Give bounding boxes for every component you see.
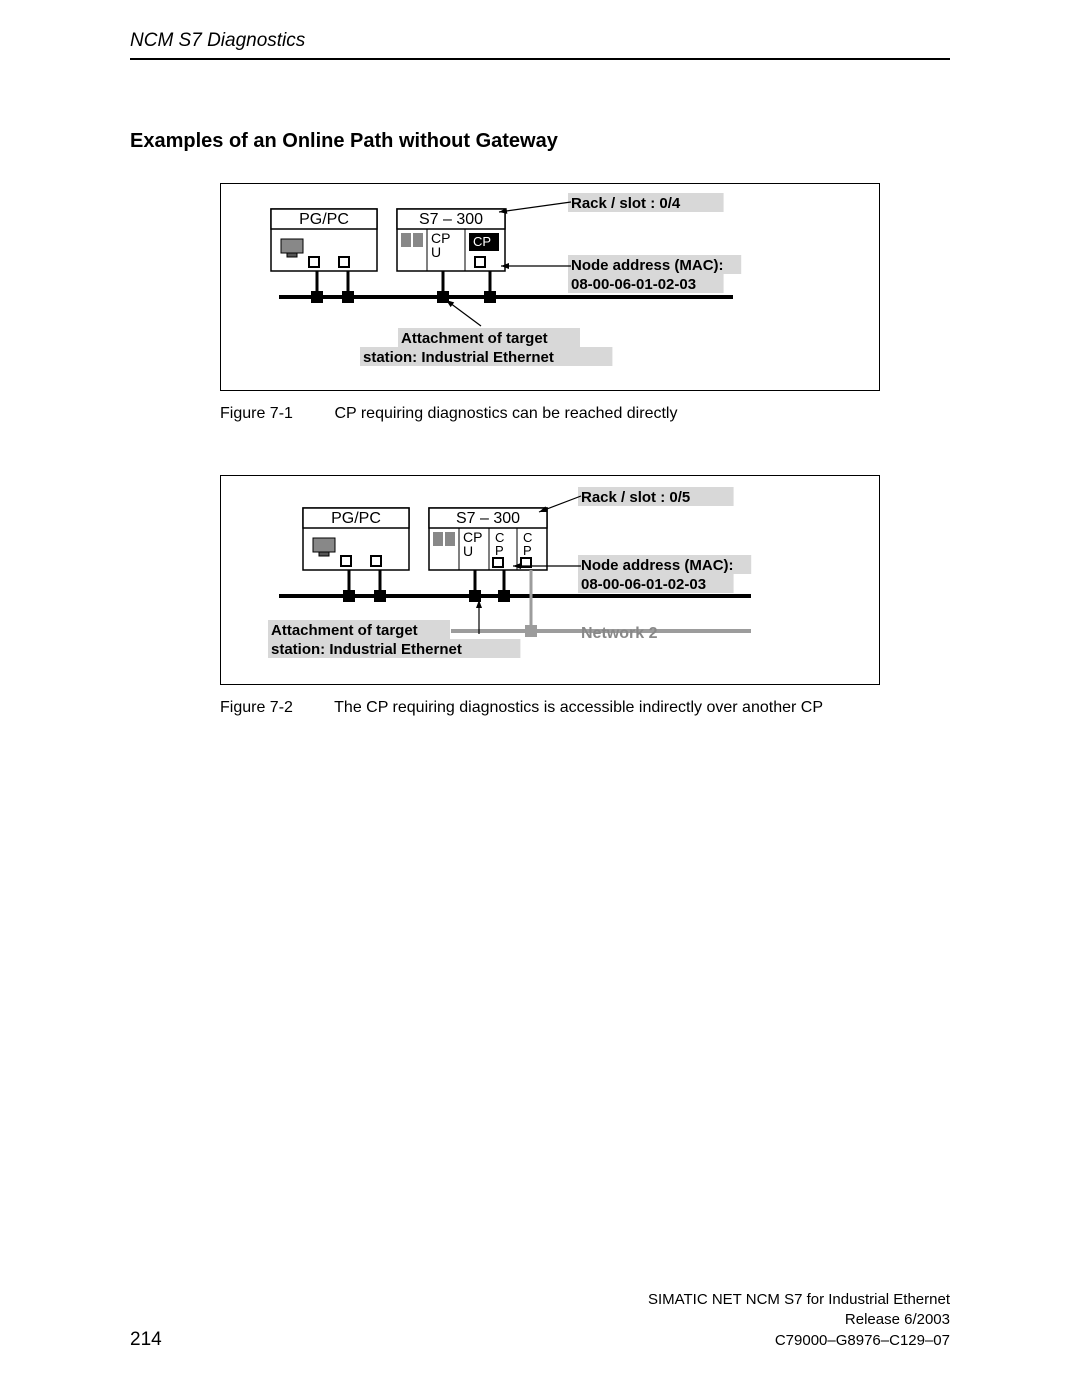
footer-right: SIMATIC NET NCM S7 for Industrial Ethern… [648,1290,950,1351]
page-number: 214 [130,1329,162,1351]
figure-2-caption-text: The CP requiring diagnostics is accessib… [334,699,823,716]
footer-line2: Release 6/2003 [648,1310,950,1330]
section-title: Examples of an Online Path without Gatew… [130,130,950,153]
svg-text:P: P [523,543,532,558]
figure-2-caption: Figure 7-2 The CP requiring diagnostics … [220,699,950,717]
svg-text:U: U [463,543,473,559]
svg-text:PG/PC: PG/PC [331,510,381,527]
figure-1-caption-text: CP requiring diagnostics can be reached … [334,405,677,422]
figure-1-caption-label: Figure 7-1 [220,405,330,423]
svg-text:station: Industrial Ethernet: station: Industrial Ethernet [271,641,462,658]
page-header: NCM S7 Diagnostics [130,30,950,60]
svg-text:S7 – 300: S7 – 300 [419,211,483,228]
svg-text:08-00-06-01-02-03: 08-00-06-01-02-03 [581,576,706,593]
svg-text:Attachment of target: Attachment of target [401,330,548,347]
figure-2-caption-label: Figure 7-2 [220,699,330,717]
page-footer: 214 SIMATIC NET NCM S7 for Industrial Et… [130,1290,950,1351]
svg-text:Node address (MAC):: Node address (MAC): [581,557,734,574]
svg-text:S7 – 300: S7 – 300 [456,510,520,527]
footer-line3: C79000–G8976–C129–07 [648,1331,950,1351]
footer-line1: SIMATIC NET NCM S7 for Industrial Ethern… [648,1290,950,1310]
svg-text:Attachment of target: Attachment of target [271,622,418,639]
svg-text:PG/PC: PG/PC [299,211,349,228]
figure-1-caption: Figure 7-1 CP requiring diagnostics can … [220,405,950,423]
svg-text:Rack / slot : 0/5: Rack / slot : 0/5 [581,489,690,506]
figure-1-box: PG/PCS7 – 300CPUCPRack / slot : 0/4Node … [220,183,880,391]
svg-text:Network 2: Network 2 [581,625,658,642]
svg-text:station: Industrial Ethernet: station: Industrial Ethernet [363,349,554,366]
svg-text:08-00-06-01-02-03: 08-00-06-01-02-03 [571,276,696,293]
figure-1-svg: PG/PCS7 – 300CPUCPRack / slot : 0/4Node … [221,184,881,392]
figure-2-svg: PG/PCS7 – 300CPUCPCPRack / slot : 0/5Nod… [221,476,881,686]
figure-2-box: PG/PCS7 – 300CPUCPCPRack / slot : 0/5Nod… [220,475,880,685]
svg-text:Node address (MAC):: Node address (MAC): [571,257,724,274]
svg-text:Rack / slot : 0/4: Rack / slot : 0/4 [571,195,681,212]
svg-text:CP: CP [473,234,491,249]
svg-text:P: P [495,543,504,558]
svg-text:U: U [431,244,441,260]
